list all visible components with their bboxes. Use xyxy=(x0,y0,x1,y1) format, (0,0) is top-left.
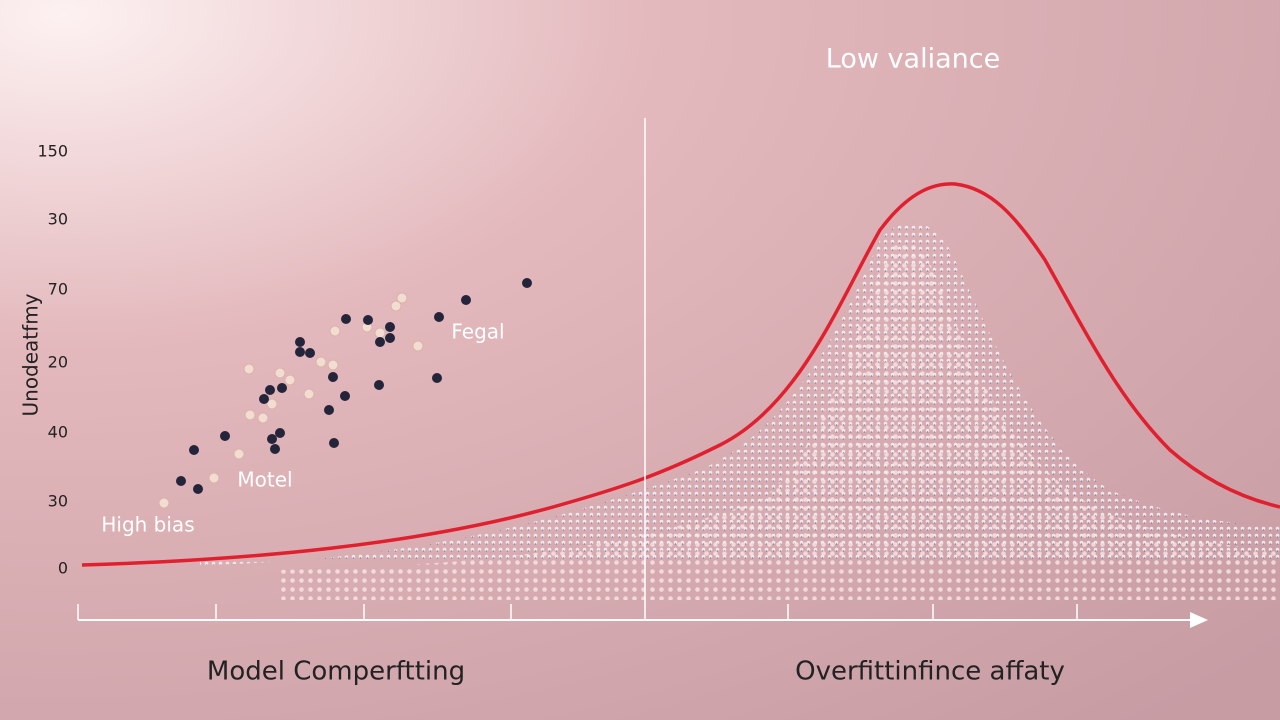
scatter-dot xyxy=(328,372,338,382)
x-axis-label: Model Comperftting xyxy=(207,657,465,687)
scatter-dot xyxy=(243,363,255,375)
scatter-dot xyxy=(208,472,220,484)
scatter-dot xyxy=(390,300,402,312)
scatter-dot xyxy=(385,333,395,343)
scatter-dot xyxy=(277,383,287,393)
scatter-dot xyxy=(305,348,315,358)
scatter-dot xyxy=(270,444,280,454)
scatter-dot xyxy=(158,497,170,509)
scatter-dot xyxy=(461,295,471,305)
scatter xyxy=(158,278,532,509)
scatter-dot xyxy=(522,278,532,288)
mesh-front xyxy=(280,242,1280,600)
scatter-dot xyxy=(385,322,395,332)
title: Low valiance xyxy=(826,44,1000,75)
scatter-dot xyxy=(432,373,442,383)
scatter-dot xyxy=(375,337,385,347)
scatter-dot xyxy=(315,356,327,368)
scatter-dot xyxy=(266,398,278,410)
scatter-dot xyxy=(220,431,230,441)
scatter-dot xyxy=(233,448,245,460)
scatter-dot xyxy=(274,367,286,379)
scatter-dot xyxy=(303,388,315,400)
scatter-dot xyxy=(363,315,373,325)
scatter-dot xyxy=(275,428,285,438)
annotation: Fegal xyxy=(451,320,504,344)
scatter-dot xyxy=(329,438,339,448)
annotation: Motel xyxy=(237,468,292,492)
scatter-dot xyxy=(340,391,350,401)
scatter-dot xyxy=(374,380,384,390)
scatter-dot xyxy=(329,325,341,337)
scatter-dot xyxy=(267,434,277,444)
y-tick-label: 0 xyxy=(58,559,68,578)
y-tick-label: 40 xyxy=(48,423,68,442)
curve xyxy=(81,182,1280,567)
x-axis-arrow xyxy=(1190,612,1208,628)
y-tick-label: 150 xyxy=(37,142,68,161)
scatter-dot xyxy=(412,340,424,352)
y-tick-label: 70 xyxy=(48,280,68,299)
scatter-dot xyxy=(193,484,203,494)
scatter-dot xyxy=(265,385,275,395)
scatter-dot xyxy=(324,405,334,415)
scatter-dot xyxy=(434,312,444,322)
y-axis-title: Unodeatfmy xyxy=(19,293,43,416)
y-tick-label: 20 xyxy=(48,353,68,372)
scatter-dot xyxy=(176,476,186,486)
scatter-dot xyxy=(295,337,305,347)
scatter-dot xyxy=(327,359,339,371)
scatter-dot xyxy=(244,409,256,421)
scatter-dot xyxy=(396,292,408,304)
scatter-dot xyxy=(341,314,351,324)
scatter-dot xyxy=(295,347,305,357)
scatter-dot xyxy=(284,374,296,386)
scatter-dot xyxy=(374,327,386,339)
x-ticks xyxy=(77,604,1078,620)
scatter-dot xyxy=(257,412,269,424)
scatter-dot xyxy=(259,394,269,404)
scatter-dot xyxy=(189,445,199,455)
annotation: High bias xyxy=(101,513,194,537)
y-tick-label: 30 xyxy=(48,492,68,511)
y-tick-label: 30 xyxy=(48,210,68,229)
x-axis-label: Overfittinfince affaty xyxy=(795,657,1065,687)
